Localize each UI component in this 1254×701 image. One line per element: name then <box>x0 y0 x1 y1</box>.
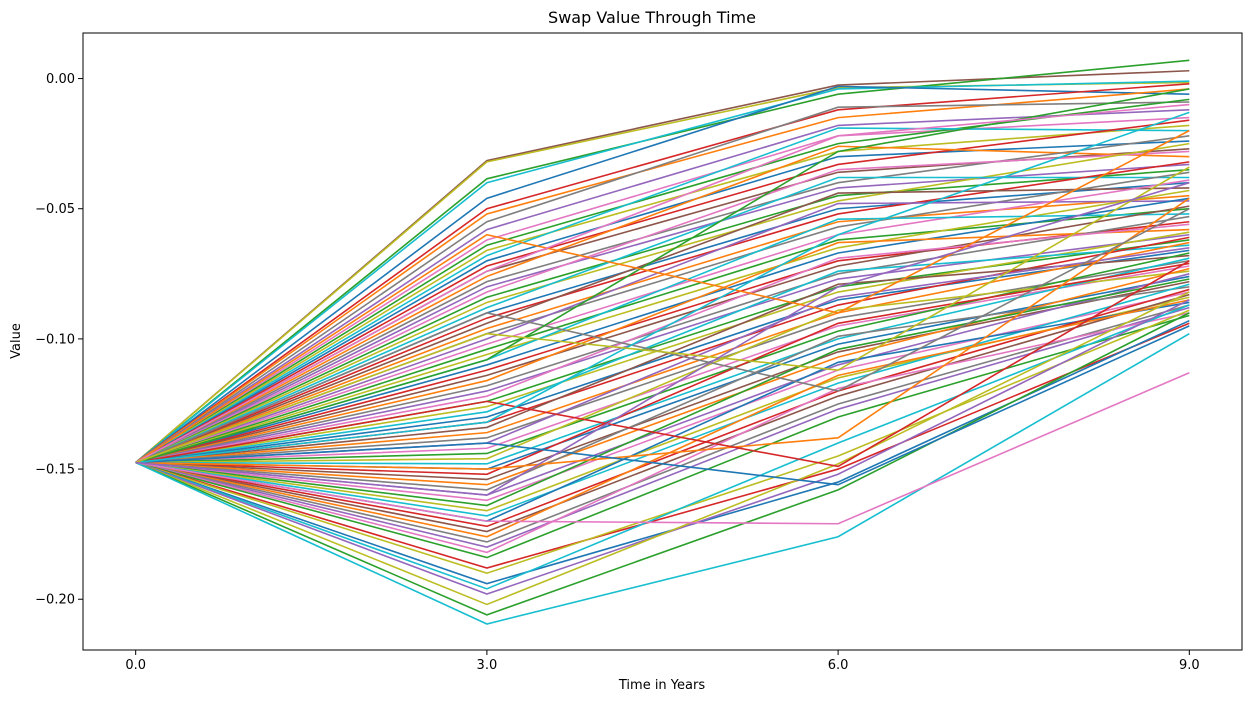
series-line-52 <box>135 270 1190 464</box>
series-line-90 <box>135 181 1190 496</box>
series-line-67 <box>135 299 1190 538</box>
x-axis-ticks: 0.0 3.0 6.0 9.0 <box>125 650 1200 673</box>
series-line-60 <box>135 291 1190 502</box>
y-tick-label: −0.05 <box>35 202 75 217</box>
series-line-38 <box>135 215 1190 464</box>
series-line-43 <box>135 244 1190 464</box>
series-line-86 <box>135 129 1190 464</box>
series-line-17 <box>135 145 1190 464</box>
series-line-75 <box>135 304 1190 590</box>
series-line-34 <box>135 197 1190 464</box>
series-line-82 <box>135 260 1190 468</box>
series-line-12 <box>135 124 1190 464</box>
series-line-81 <box>135 197 1190 470</box>
series-line-89 <box>135 166 1190 464</box>
series-line-6 <box>135 82 1190 464</box>
series-line-21 <box>135 168 1190 464</box>
x-tick-label: 0.0 <box>125 658 146 673</box>
series-line-87 <box>135 103 1190 464</box>
series-line-57 <box>135 267 1190 486</box>
series-line-51 <box>135 252 1190 464</box>
series-line-25 <box>135 161 1190 464</box>
y-axis-ticks: 0.00 −0.05 −0.10 −0.15 −0.20 <box>35 72 83 608</box>
series-line-63 <box>135 283 1190 517</box>
series-line-13 <box>135 127 1190 464</box>
series-line-42 <box>135 231 1190 464</box>
series-line-10 <box>135 116 1190 464</box>
series-line-61 <box>135 278 1190 507</box>
series-line-8 <box>135 101 1190 464</box>
series-line-19 <box>135 163 1190 464</box>
series-lines <box>135 59 1190 625</box>
series-line-50 <box>135 265 1190 464</box>
chart-title: Swap Value Through Time <box>548 8 756 27</box>
series-line-78 <box>135 312 1190 616</box>
series-line-11 <box>135 98 1190 464</box>
series-line-32 <box>135 189 1190 464</box>
series-line-14 <box>135 140 1190 464</box>
series-line-37 <box>135 228 1190 464</box>
series-line-31 <box>135 207 1190 464</box>
series-line-70 <box>135 312 1190 554</box>
series-line-22 <box>135 142 1190 464</box>
series-line-27 <box>135 194 1190 464</box>
series-line-58 <box>135 286 1190 491</box>
series-line-80 <box>135 372 1190 525</box>
series-line-44 <box>135 249 1190 464</box>
series-line-26 <box>135 187 1190 464</box>
series-line-7 <box>135 88 1190 464</box>
series-line-77 <box>135 291 1190 606</box>
series-line-65 <box>135 288 1190 528</box>
x-tick-label: 6.0 <box>828 658 849 673</box>
series-line-40 <box>135 223 1190 464</box>
series-line-15 <box>135 119 1190 464</box>
series-line-53 <box>135 257 1190 465</box>
y-axis-label: Value <box>9 323 24 359</box>
series-line-48 <box>135 260 1190 464</box>
series-line-29 <box>135 200 1190 464</box>
plot-frame <box>82 32 1243 651</box>
series-line-5 <box>135 85 1190 464</box>
series-line-71 <box>135 314 1190 559</box>
series-line-23 <box>135 176 1190 464</box>
y-tick-label: −0.15 <box>35 463 75 478</box>
y-tick-label: −0.10 <box>35 332 75 347</box>
x-axis-label: Time in Years <box>618 678 705 693</box>
series-line-72 <box>135 322 1190 569</box>
series-line-9 <box>135 109 1190 464</box>
series-line-68 <box>135 304 1190 543</box>
series-line-55 <box>135 262 1190 476</box>
series-line-73 <box>135 309 1190 575</box>
series-line-69 <box>135 306 1190 549</box>
series-line-56 <box>135 280 1190 481</box>
y-tick-label: 0.00 <box>46 72 75 87</box>
series-line-88 <box>135 111 1190 464</box>
series-line-79 <box>135 332 1190 625</box>
series-line-46 <box>135 254 1190 464</box>
x-tick-label: 3.0 <box>477 658 498 673</box>
series-line-4 <box>135 80 1190 464</box>
series-line-20 <box>135 150 1190 464</box>
x-tick-label: 9.0 <box>1179 658 1200 673</box>
series-line-39 <box>135 233 1190 464</box>
y-tick-label: −0.20 <box>35 593 75 608</box>
series-line-47 <box>135 241 1190 464</box>
series-line-18 <box>135 135 1190 464</box>
series-line-83 <box>135 325 1190 486</box>
